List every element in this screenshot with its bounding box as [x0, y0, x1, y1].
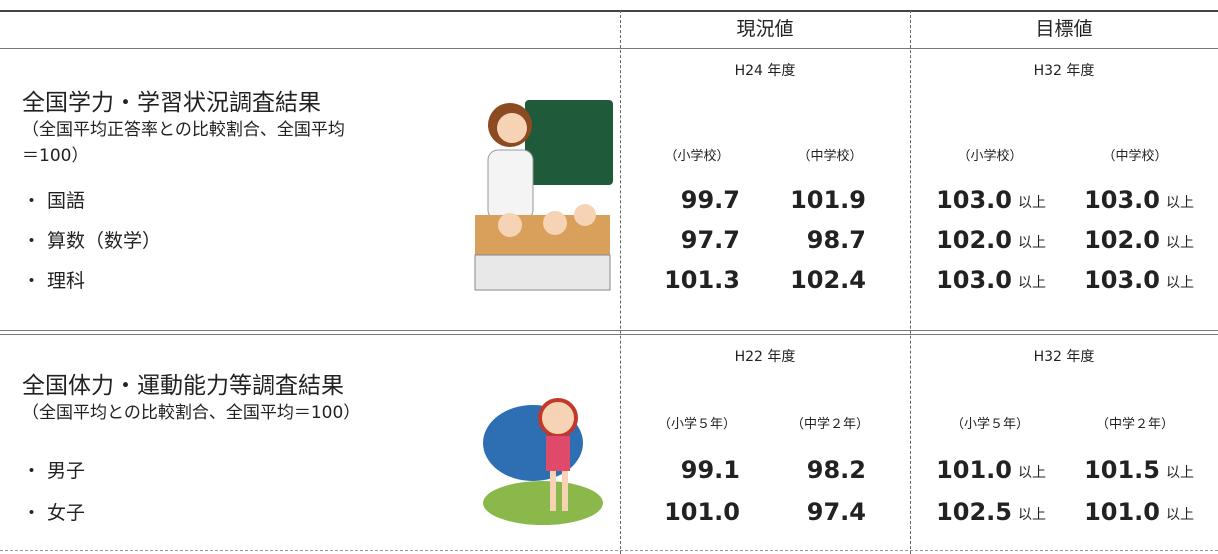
row-label: ・ 国語: [22, 190, 86, 212]
target-value: 102.0: [1084, 226, 1160, 254]
year: H22 年度: [734, 349, 796, 365]
rule: [0, 330, 1218, 331]
header-target: 目標値: [1035, 18, 1093, 40]
row-label: ・ 男子: [22, 460, 86, 482]
qualifier: 以上: [1166, 235, 1194, 251]
group-label: （小学５年）: [950, 417, 1030, 432]
group-label: （中学２年）: [790, 417, 870, 432]
header-current: 現況値: [736, 18, 794, 40]
divider: [620, 10, 621, 554]
qualifier: 以上: [1018, 275, 1046, 291]
year: H24 年度: [734, 63, 796, 79]
current-value: 99.1: [680, 456, 740, 484]
group-label: （小学校）: [664, 149, 730, 164]
row-label: ・ 算数（数学）: [22, 230, 162, 252]
current-value: 99.7: [680, 186, 740, 214]
current-value: 101.9: [790, 186, 866, 214]
qualifier: 以上: [1166, 465, 1194, 481]
qualifier: 以上: [1018, 465, 1046, 481]
qualifier: 以上: [1018, 195, 1046, 211]
target-value: 101.5: [1084, 456, 1160, 484]
teacher-illustration: [474, 100, 613, 291]
divider: [910, 10, 911, 554]
group-label: （中学校）: [797, 149, 863, 164]
target-value: 102.5: [936, 498, 1012, 526]
current-value: 98.2: [806, 456, 866, 484]
rule: [0, 334, 1218, 335]
qualifier: 以上: [1018, 235, 1046, 251]
rule: [0, 550, 1218, 551]
qualifier: 以上: [1166, 275, 1194, 291]
section-note: （全国平均との比較割合、全国平均＝100）: [22, 403, 361, 423]
current-value: 101.3: [664, 266, 740, 294]
year: H32 年度: [1033, 63, 1095, 79]
group-label: （中学２年）: [1095, 417, 1175, 432]
qualifier: 以上: [1018, 507, 1046, 523]
rule: [0, 10, 1218, 12]
current-value: 102.4: [790, 266, 866, 294]
section-note: （全国平均正答率との比較割合、全国平均: [22, 120, 345, 140]
section-note: ＝100）: [22, 146, 89, 166]
current-value: 101.0: [664, 498, 740, 526]
section-title: 全国体力・運動能力等調査結果: [22, 373, 344, 399]
current-value: 97.4: [806, 498, 866, 526]
current-value: 98.7: [806, 226, 866, 254]
target-value: 102.0: [936, 226, 1012, 254]
current-value: 97.7: [680, 226, 740, 254]
year: H32 年度: [1033, 349, 1095, 365]
target-value: 103.0: [1084, 266, 1160, 294]
qualifier: 以上: [1166, 507, 1194, 523]
target-value: 103.0: [936, 266, 1012, 294]
section-title: 全国学力・学習状況調査結果: [22, 90, 321, 116]
group-label: （小学校）: [957, 149, 1023, 164]
target-value: 101.0: [936, 456, 1012, 484]
row-label: ・ 理科: [22, 270, 86, 292]
row-label: ・ 女子: [22, 502, 86, 524]
target-value: 101.0: [1084, 498, 1160, 526]
rule: [0, 48, 1218, 49]
group-label: （中学校）: [1102, 149, 1168, 164]
qualifier: 以上: [1166, 195, 1194, 211]
group-label: （小学５年）: [657, 417, 737, 432]
target-value: 103.0: [1084, 186, 1160, 214]
girl-illustration: [483, 398, 603, 525]
target-value: 103.0: [936, 186, 1012, 214]
